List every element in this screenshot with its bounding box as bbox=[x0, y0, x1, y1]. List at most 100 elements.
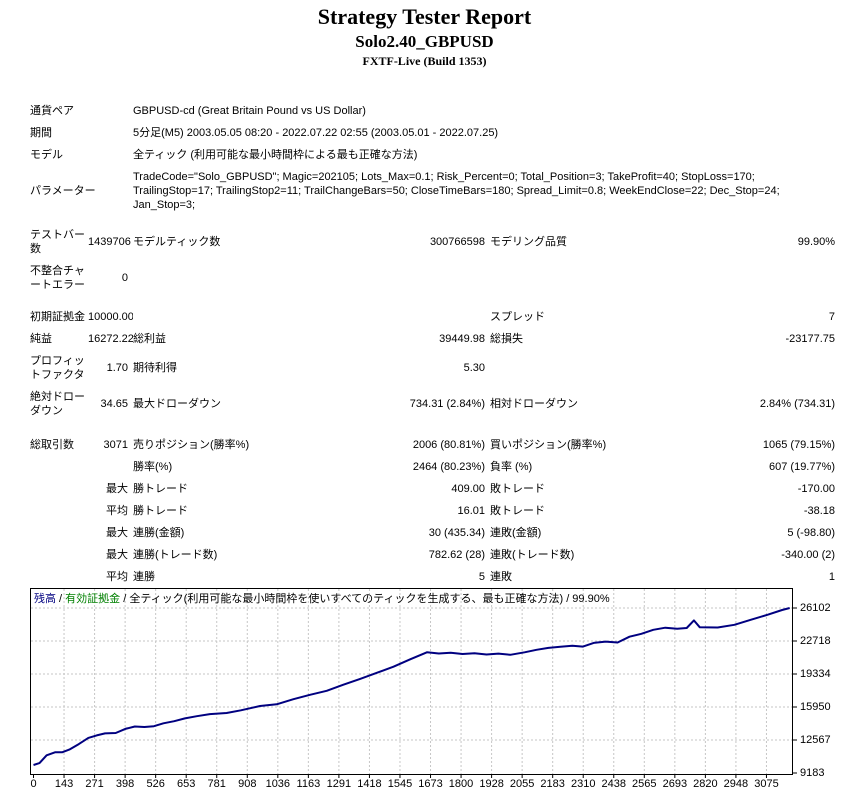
cell-label: 勝率(%) bbox=[133, 461, 173, 473]
legend-segment: 有効証拠金 bbox=[65, 593, 121, 605]
row-model: モデル 全ティック (利用可能な最小時間枠による最も正確な方法) bbox=[30, 144, 835, 166]
balance-chart: 残高 / 有効証拠金 / 全ティック(利用可能な最小時間枠を使いすべてのティック… bbox=[30, 588, 845, 795]
page-title: Strategy Tester Report bbox=[317, 4, 532, 29]
chart-border bbox=[30, 588, 793, 775]
cell-label: モデルティック数 bbox=[133, 236, 221, 248]
cell-label: 期間 bbox=[30, 127, 52, 139]
cell-value: 99.90% bbox=[797, 236, 836, 248]
cell-value: 2464 (80.23%) bbox=[412, 461, 485, 473]
row-max-consecutive-count: 最大 連勝(トレード数) 782.62 (28) 連敗(トレード数) -340.… bbox=[30, 544, 835, 566]
cell-label: テストバー数 bbox=[30, 229, 85, 255]
cell-value: 3071 bbox=[103, 439, 128, 451]
x-axis-label: 2693 bbox=[662, 778, 688, 790]
cell-value: 16272.22 bbox=[88, 333, 133, 345]
cell-value: 16.01 bbox=[457, 505, 485, 517]
x-axis-label: 1673 bbox=[418, 778, 443, 790]
x-axis-label: 526 bbox=[146, 778, 165, 790]
spacer bbox=[30, 216, 835, 224]
cell-label: モデル bbox=[30, 149, 63, 161]
cell-label: 負率 (%) bbox=[490, 461, 533, 473]
x-axis-label: 1418 bbox=[357, 778, 382, 790]
x-axis-label: 2948 bbox=[723, 778, 749, 790]
cell-label: 総取引数 bbox=[30, 439, 74, 451]
y-axis-label: 22718 bbox=[800, 635, 831, 647]
cell-qualifier: 平均 bbox=[106, 571, 128, 583]
x-axis-label: 2310 bbox=[570, 778, 596, 790]
cell-value: 607 (19.77%) bbox=[769, 461, 836, 473]
cell-label: 買いポジション(勝率%) bbox=[490, 439, 607, 451]
row-mismatched-errors: 不整合チャートエラー 0 bbox=[30, 260, 835, 296]
x-axis-label: 1928 bbox=[479, 778, 504, 790]
cell-label: 連敗 bbox=[490, 571, 512, 583]
row-currency-pair: 通貨ペア GBPUSD-cd (Great Britain Pound vs U… bbox=[30, 100, 835, 122]
row-parameters: パラメーター TradeCode="Solo_GBPUSD"; Magic=20… bbox=[30, 166, 835, 216]
x-axis-label: 1800 bbox=[448, 778, 474, 790]
cell-value: 1065 (79.15%) bbox=[762, 439, 836, 451]
cell-value: -38.18 bbox=[803, 505, 836, 517]
cell-value: 734.31 (2.84%) bbox=[409, 398, 485, 410]
y-axis-label: 15950 bbox=[800, 701, 831, 713]
cell-value: 300766598 bbox=[429, 236, 485, 248]
cell-value: 5.30 bbox=[463, 362, 485, 374]
cell-value: 2.84% (734.31) bbox=[759, 398, 836, 410]
cell-label: 敗トレード bbox=[490, 483, 545, 495]
row-initial-deposit: 初期証拠金 10000.00 スプレッド 7 bbox=[30, 306, 835, 328]
cell-label: 不整合チャートエラー bbox=[30, 265, 85, 291]
cell-value: 1 bbox=[828, 571, 836, 583]
y-axis-label: 9183 bbox=[800, 767, 825, 779]
chart-svg bbox=[30, 588, 797, 778]
cell-value: -170.00 bbox=[797, 483, 836, 495]
results-table: 通貨ペア GBPUSD-cd (Great Britain Pound vs U… bbox=[30, 100, 835, 588]
x-axis-label: 2438 bbox=[601, 778, 626, 790]
results-table-container: 通貨ペア GBPUSD-cd (Great Britain Pound vs U… bbox=[30, 100, 835, 588]
cell-value: 1.70 bbox=[106, 362, 128, 374]
cell-value: 7 bbox=[828, 311, 836, 323]
cell-value: 1439706 bbox=[88, 236, 131, 248]
cell-label: 絶対ドローダウン bbox=[30, 391, 85, 417]
cell-label: 最大ドローダウン bbox=[133, 398, 221, 410]
cell-label: 連敗(トレード数) bbox=[490, 549, 575, 561]
cell-value: 39449.98 bbox=[439, 333, 485, 345]
x-axis-label: 3075 bbox=[754, 778, 779, 790]
build-info: FXTF-Live (Build 1353) bbox=[362, 54, 487, 68]
legend-segment: / 全ティック(利用可能な最小時間枠を使いすべてのティックを生成する、最も正確な… bbox=[120, 593, 610, 605]
x-axis-label: 1163 bbox=[296, 778, 321, 790]
spacer bbox=[30, 296, 835, 306]
x-axis-label: 2183 bbox=[540, 778, 565, 790]
row-total-trades: 総取引数 3071 売りポジション(勝率%) 2006 (80.81%) 買いポ… bbox=[30, 434, 835, 456]
y-axis-label: 19334 bbox=[800, 668, 831, 680]
row-absolute-drawdown: 絶対ドローダウン 34.65 最大ドローダウン 734.31 (2.84%) 相… bbox=[30, 386, 835, 422]
row-bars-tested: テストバー数 1439706 モデルティック数 300766598 モデリング品… bbox=[30, 224, 835, 260]
cell-label: 連勝 bbox=[133, 571, 155, 583]
cell-label: 通貨ペア bbox=[30, 105, 74, 117]
cell-value: 782.62 (28) bbox=[428, 549, 485, 561]
cell-qualifier: 最大 bbox=[106, 549, 128, 561]
x-axis-label: 1545 bbox=[387, 778, 413, 790]
x-axis-label: 781 bbox=[207, 778, 226, 790]
cell-label: スプレッド bbox=[490, 311, 545, 323]
x-axis-label: 271 bbox=[85, 778, 104, 790]
cell-value: -340.00 (2) bbox=[781, 549, 836, 561]
cell-label: 初期証拠金 bbox=[30, 311, 85, 323]
cell-value: TradeCode="Solo_GBPUSD"; Magic=202105; L… bbox=[133, 171, 780, 211]
chart-legend: 残高 / 有効証拠金 / 全ティック(利用可能な最小時間枠を使いすべてのティック… bbox=[34, 590, 610, 606]
cell-value: 5分足(M5) 2003.05.05 08:20 - 2022.07.22 02… bbox=[133, 127, 499, 139]
cell-value: 全ティック (利用可能な最小時間枠による最も正確な方法) bbox=[133, 149, 418, 161]
cell-value: 10000.00 bbox=[88, 311, 133, 323]
x-axis-label: 908 bbox=[238, 778, 257, 790]
x-axis-label: 1291 bbox=[326, 778, 352, 790]
row-win-rate: 勝率(%) 2464 (80.23%) 負率 (%) 607 (19.77%) bbox=[30, 456, 835, 478]
cell-label: 売りポジション(勝率%) bbox=[133, 439, 250, 451]
x-axis-label: 398 bbox=[115, 778, 135, 790]
cell-label: モデリング品質 bbox=[490, 236, 567, 248]
cell-label: 勝トレード bbox=[133, 483, 188, 495]
cell-label: パラメーター bbox=[30, 185, 96, 197]
cell-qualifier: 最大 bbox=[106, 527, 128, 539]
cell-label: 連勝(金額) bbox=[133, 527, 185, 539]
cell-value: 2006 (80.81%) bbox=[412, 439, 485, 451]
balance-curve bbox=[33, 607, 790, 766]
row-net-profit: 純益 16272.22 総利益 39449.98 総損失 -23177.75 bbox=[30, 328, 835, 350]
x-axis-label: 0 bbox=[30, 778, 37, 790]
cell-value: 409.00 bbox=[451, 483, 485, 495]
cell-value: 34.65 bbox=[100, 398, 128, 410]
